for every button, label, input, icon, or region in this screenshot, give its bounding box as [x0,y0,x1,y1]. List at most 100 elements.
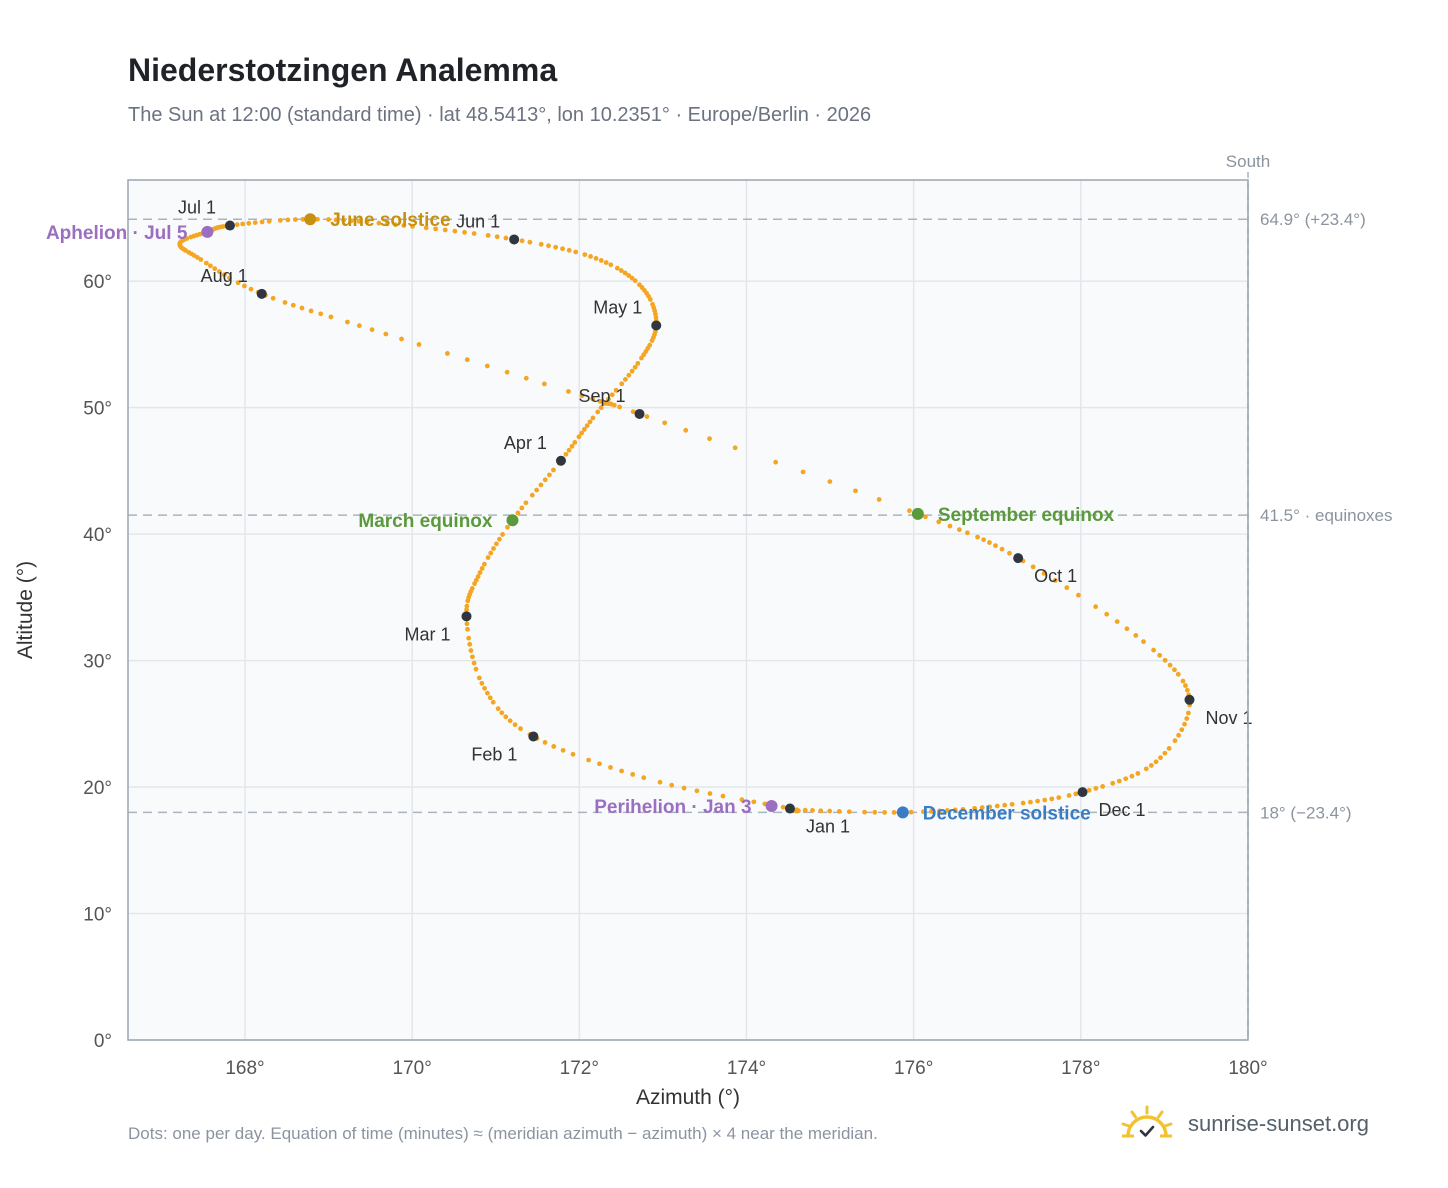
daily-dot [503,714,509,720]
daily-dot [597,761,602,767]
daily-dot [681,785,687,791]
x-tick-label: 174° [727,1058,766,1079]
daily-dot [987,804,993,810]
daily-dot [308,308,314,314]
daily-dot [586,757,592,763]
daily-dot [491,546,496,551]
daily-dot [1086,787,1092,793]
daily-dot [235,280,241,286]
daily-dot [945,808,950,813]
daily-dot [1157,652,1163,658]
daily-dot [937,808,942,814]
daily-dot [598,405,604,411]
daily-dot [608,262,614,268]
daily-dot [1162,657,1168,663]
daily-dot [793,807,799,813]
daily-dot [277,217,283,223]
daily-dot [862,809,868,815]
event-marker [911,507,924,520]
daily-dot [315,216,320,222]
month-marker-label: Oct 1 [1034,566,1077,586]
daily-dot [188,234,194,240]
daily-dot [566,447,572,453]
daily-dot [1180,678,1186,684]
daily-dot [500,532,505,537]
daily-dot [810,808,815,813]
daily-dot [1151,647,1157,653]
daily-dot [560,246,565,252]
daily-dot [542,477,548,483]
daily-dot [494,541,499,547]
daily-dot [203,260,209,266]
daily-dot [1076,592,1081,598]
month-marker [528,731,539,742]
daily-dot [1176,732,1181,738]
daily-dot [348,218,354,224]
daily-dot [376,220,382,226]
daily-dot [1100,784,1106,789]
daily-dot [635,360,641,366]
daily-dot [479,680,485,686]
daily-dot [802,807,808,813]
daily-dot [632,364,638,370]
daily-dot [683,427,689,433]
daily-dot [800,469,806,475]
daily-dot [266,218,272,224]
daily-dot [579,393,585,399]
daily-dot [650,301,655,307]
month-marker [461,611,472,622]
month-marker-label: Mar 1 [404,624,450,644]
daily-dot [1158,755,1163,761]
daily-dot [611,402,617,408]
daily-dot [707,436,712,442]
daily-dot [853,488,858,494]
daily-dot [484,363,490,369]
daily-dot [669,782,675,788]
x-tick-label: 178° [1061,1058,1100,1079]
daily-dot [975,534,980,540]
event-marker [506,514,519,527]
daily-dot [1009,801,1015,807]
daily-dot [467,641,473,647]
y-tick-label: 10° [83,905,112,926]
x-tick-label: 170° [393,1058,432,1079]
daily-dot [603,260,609,265]
chart-subtitle: The Sun at 12:00 (standard time) · lat 4… [128,104,872,126]
sun-logo-icon [1121,1105,1173,1138]
daily-dot [401,223,407,228]
daily-dot [497,536,502,542]
daily-dot [619,768,624,774]
daily-dot [836,809,842,814]
daily-dot [1143,766,1149,772]
x-tick-label: 180° [1228,1058,1267,1079]
daily-dot [846,809,852,815]
daily-dot [207,263,213,269]
daily-dot [442,227,448,233]
month-marker-label: Apr 1 [504,433,547,453]
daily-dot [921,809,926,815]
daily-dot [584,423,590,429]
daily-dot [259,219,265,225]
daily-dot [473,666,479,672]
daily-dot [907,508,912,514]
brand[interactable]: sunrise-sunset.org [1120,1102,1369,1146]
daily-dot [494,234,500,240]
daily-dot [212,266,218,272]
daily-dot [1172,738,1178,744]
daily-dot [570,751,576,757]
daily-dot [490,699,496,705]
daily-dot [499,710,505,716]
daily-dot [416,342,422,347]
daily-dot [579,430,585,436]
daily-dot [1133,633,1139,638]
daily-dot [981,537,986,543]
daily-dot [356,323,362,329]
daily-dot [994,803,1000,809]
daily-dot [471,660,477,666]
month-marker [224,220,235,231]
daily-dot [485,555,491,560]
month-marker [784,803,795,814]
daily-dot [965,530,970,536]
daily-dot [464,621,470,627]
